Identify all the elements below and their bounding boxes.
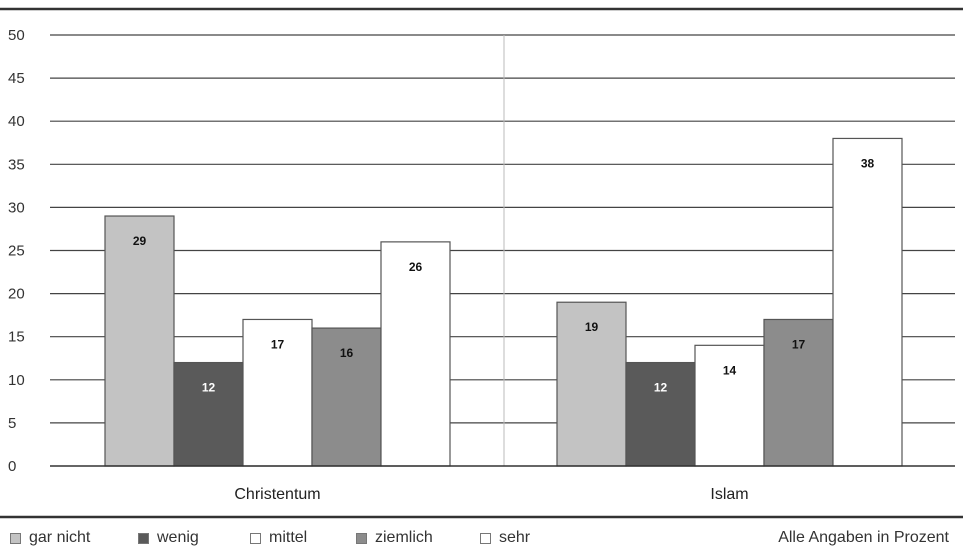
bar xyxy=(242,318,313,467)
x-category-label: Islam xyxy=(710,486,748,503)
legend-item: sehr xyxy=(480,529,530,547)
y-tick-label: 30 xyxy=(8,199,25,216)
legend-item: ziemlich xyxy=(356,529,433,547)
y-tick-label: 45 xyxy=(8,70,25,87)
legend-swatch xyxy=(356,532,367,544)
legend-label: ziemlich xyxy=(375,529,433,546)
bar xyxy=(556,301,627,467)
y-tick-label: 25 xyxy=(8,243,25,260)
data-label: 16 xyxy=(340,346,354,360)
y-axis-ticks: 0 5 10 15 20 25 30 35 40 45 50 xyxy=(8,27,25,475)
data-label: 29 xyxy=(133,234,147,248)
legend-item: mittel xyxy=(250,529,307,547)
bars: 29 12 17 16 26 19 12 14 17 38 xyxy=(104,137,903,467)
data-label: 38 xyxy=(861,156,875,170)
units-note: Alle Angaben in Prozent xyxy=(778,529,949,546)
bar xyxy=(380,241,451,467)
bar xyxy=(625,361,696,467)
legend-item: wenig xyxy=(138,529,199,547)
data-label: 12 xyxy=(654,381,668,395)
bar xyxy=(104,215,175,467)
legend-swatch xyxy=(250,532,261,544)
y-tick-label: 40 xyxy=(8,113,25,130)
bar xyxy=(694,344,765,467)
data-label: 12 xyxy=(202,381,216,395)
bar-chart: 0 5 10 15 20 25 30 35 40 45 50 29 12 17 16 26 19 12 14 17 3… xyxy=(0,7,963,519)
data-label: 19 xyxy=(585,320,599,334)
y-tick-label: 15 xyxy=(8,329,25,346)
y-tick-label: 5 xyxy=(8,415,16,432)
x-category-label: Christentum xyxy=(234,486,320,503)
y-tick-label: 20 xyxy=(8,286,25,303)
data-label: 17 xyxy=(271,337,285,351)
legend-label: gar nicht xyxy=(29,529,91,546)
bar xyxy=(173,361,244,467)
legend-swatch xyxy=(480,532,491,544)
y-tick-label: 35 xyxy=(8,156,25,173)
data-label: 26 xyxy=(409,260,423,274)
legend-swatch xyxy=(138,532,149,544)
legend: gar nicht wenig mittel ziemlich sehr Alle An… xyxy=(10,529,955,551)
y-tick-label: 50 xyxy=(8,27,25,44)
y-tick-label: 10 xyxy=(8,372,25,389)
legend-item: gar nicht xyxy=(10,529,90,547)
data-label: 17 xyxy=(792,337,806,351)
x-axis-categories: Christentum Islam xyxy=(234,486,748,503)
legend-label: sehr xyxy=(499,529,531,546)
legend-label: wenig xyxy=(157,529,199,546)
legend-swatch xyxy=(10,532,21,544)
legend-label: mittel xyxy=(269,529,308,546)
bar xyxy=(832,137,903,467)
y-tick-label: 0 xyxy=(8,458,16,475)
data-label: 14 xyxy=(723,363,737,377)
